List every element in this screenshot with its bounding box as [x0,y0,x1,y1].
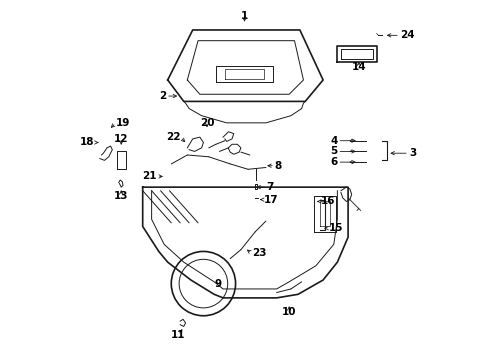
Text: 12: 12 [114,134,128,144]
Text: 3: 3 [408,148,415,158]
Text: 14: 14 [351,63,366,72]
Text: 18: 18 [80,138,94,148]
Text: 23: 23 [251,248,265,258]
Text: 8: 8 [274,161,282,171]
Text: 20: 20 [199,118,214,128]
Text: 2: 2 [158,91,165,101]
Text: 15: 15 [328,223,342,233]
Text: 22: 22 [165,132,180,142]
Text: 10: 10 [281,307,296,317]
Text: 13: 13 [114,191,128,201]
Text: 17: 17 [264,195,278,204]
Text: 5: 5 [329,147,337,157]
Text: 7: 7 [265,182,273,192]
Text: 1: 1 [241,11,247,21]
Text: 11: 11 [171,330,185,341]
Text: 24: 24 [399,30,414,40]
Text: 16: 16 [321,197,335,206]
Text: 6: 6 [329,157,337,167]
Text: 9: 9 [214,279,221,289]
Text: 21: 21 [142,171,157,181]
Text: 19: 19 [116,118,130,128]
Text: 4: 4 [329,136,337,146]
